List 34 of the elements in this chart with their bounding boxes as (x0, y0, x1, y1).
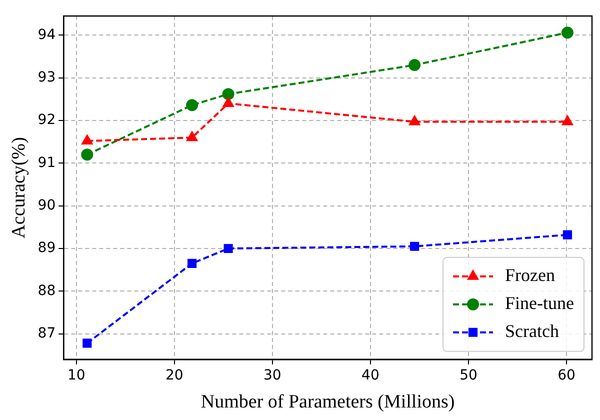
x-tick-label: 40 (362, 367, 380, 384)
x-tick-label: 30 (264, 367, 282, 384)
y-tick-label: 89 (38, 240, 56, 256)
point (186, 99, 198, 112)
point (82, 338, 92, 348)
point (82, 134, 92, 144)
y-tick-label: 88 (38, 282, 56, 299)
point (188, 258, 197, 268)
point (224, 244, 233, 254)
x-axis-title: Number of Parameters (Millions) (200, 392, 455, 413)
point (561, 26, 574, 39)
point (408, 59, 421, 72)
point (410, 242, 420, 251)
x-tick-label: 10 (67, 367, 86, 384)
point (222, 88, 234, 100)
point (81, 148, 94, 161)
point (186, 132, 198, 142)
point (562, 116, 573, 126)
x-tick-label: 60 (558, 367, 576, 384)
y-tick-label: 92 (38, 112, 56, 128)
point (409, 116, 420, 126)
legend-label: Scratch (505, 321, 559, 342)
y-tick-label: 94 (38, 26, 56, 43)
legend-label: Frozen (505, 265, 555, 286)
legend-label: Fine-tune (505, 293, 574, 314)
x-tick-label: 50 (460, 367, 478, 384)
y-tick-label: 93 (38, 69, 56, 86)
point (222, 97, 234, 107)
y-tick-label: 87 (38, 325, 56, 342)
y-axis-title: Accuracy(%) (8, 137, 30, 238)
point (562, 230, 572, 240)
y-tick-label: 90 (38, 197, 56, 214)
x-tick-label: 20 (165, 367, 184, 384)
y-tick-label: 91 (38, 154, 56, 171)
